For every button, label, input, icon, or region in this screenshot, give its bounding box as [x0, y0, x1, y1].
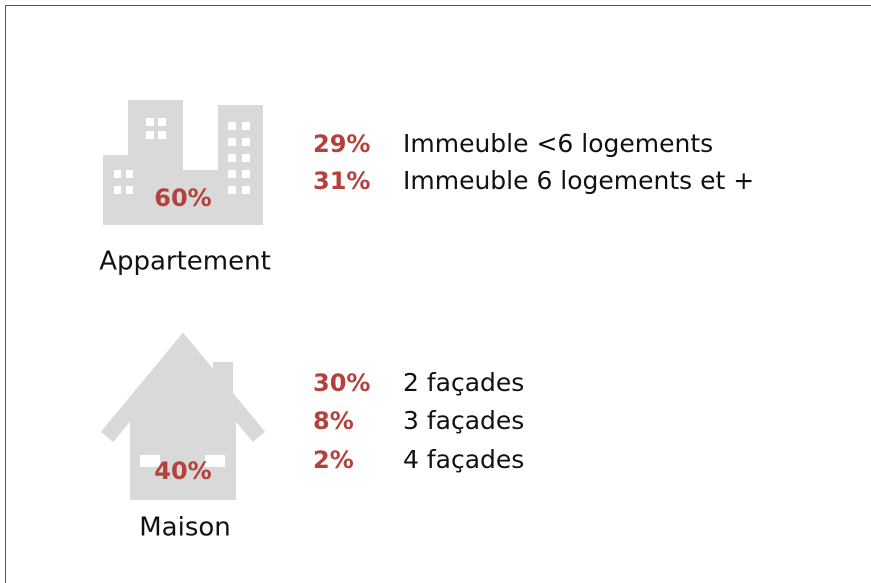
item-share: 31% [313, 167, 370, 195]
group-share: 40% [154, 457, 211, 485]
item-label: Immeuble <6 logements [403, 129, 713, 158]
item-share: 29% [313, 130, 370, 158]
building-icon [103, 100, 263, 225]
group-label: Appartement [99, 247, 271, 277]
item-label: Immeuble 6 logements et + [403, 166, 754, 195]
group-share: 60% [154, 184, 211, 212]
item-share: 2% [313, 446, 354, 474]
group-label: Maison [139, 513, 231, 543]
item-label: 3 façades [403, 406, 524, 435]
item-label: 4 façades [403, 445, 524, 474]
item-label: 2 façades [403, 368, 524, 397]
frame [5, 5, 871, 583]
house-icon [100, 332, 266, 500]
item-share: 8% [313, 407, 354, 435]
item-share: 30% [313, 369, 370, 397]
